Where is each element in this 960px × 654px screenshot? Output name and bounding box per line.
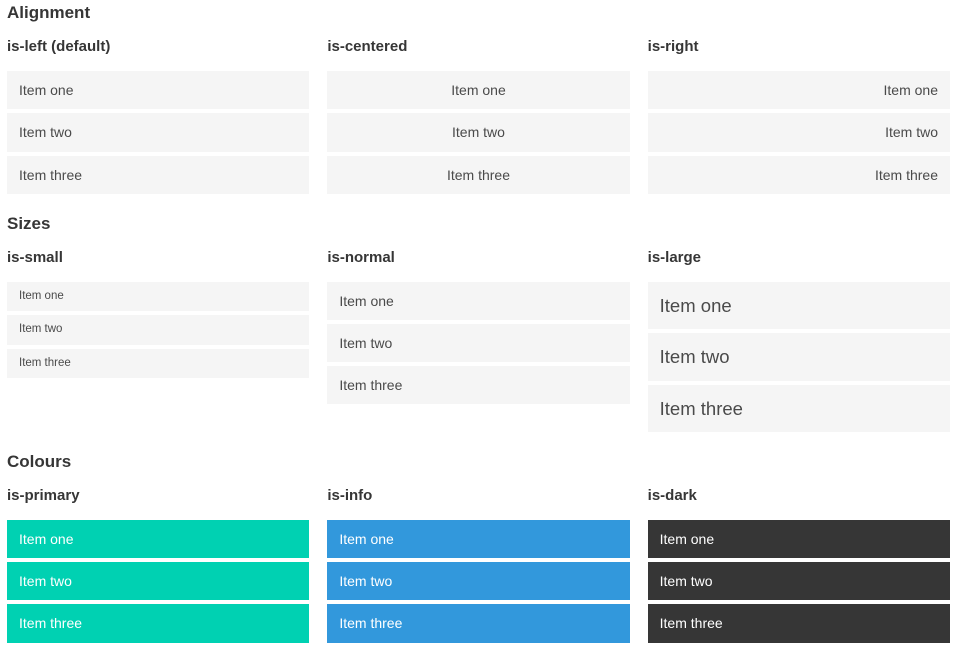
column-heading: is-centered xyxy=(327,38,408,56)
list-item: Item two xyxy=(647,333,950,381)
item-list: Item one Item two Item three xyxy=(647,282,950,432)
list-item: Item one xyxy=(647,71,950,110)
alignment-columns: is-left (default) Item one Item two Item… xyxy=(7,38,950,197)
item-list: Item one Item two Item three xyxy=(327,71,630,194)
column-heading: is-left (default) xyxy=(7,38,111,56)
section-colours: Colours is-primary Item one Item two Ite… xyxy=(7,452,950,647)
column-heading: is-large xyxy=(647,249,702,267)
list-item: Item one xyxy=(647,520,950,559)
column-is-right: is-right Item one Item two Item three xyxy=(647,38,950,197)
item-list: Item one Item two Item three xyxy=(7,520,310,643)
column-is-large: is-large Item one Item two Item three xyxy=(647,249,950,436)
section-sizes: Sizes is-small Item one Item two Item th… xyxy=(7,214,950,436)
list-item: Item three xyxy=(647,155,950,194)
item-list: Item one Item two Item three xyxy=(647,520,950,643)
list-item: Item one xyxy=(327,520,630,559)
list-item: Item one xyxy=(7,282,310,312)
column-heading: is-primary xyxy=(7,487,80,505)
item-list: Item one Item two Item three xyxy=(7,71,310,194)
colours-columns: is-primary Item one Item two Item three … xyxy=(7,487,950,646)
list-item: Item two xyxy=(327,113,630,152)
column-heading: is-dark xyxy=(647,487,697,505)
list-item: Item two xyxy=(7,113,310,152)
list-item: Item two xyxy=(327,324,630,363)
list-item: Item one xyxy=(7,520,310,559)
list-item: Item one xyxy=(647,282,950,330)
section-title: Colours xyxy=(7,451,72,471)
list-item: Item one xyxy=(7,71,310,110)
list-item: Item two xyxy=(7,315,310,345)
list-item: Item two xyxy=(647,562,950,601)
list-item: Item three xyxy=(327,366,630,405)
list-item: Item two xyxy=(647,113,950,152)
sizes-columns: is-small Item one Item two Item three is… xyxy=(7,249,950,436)
column-is-left: is-left (default) Item one Item two Item… xyxy=(7,38,310,197)
list-item: Item three xyxy=(7,604,310,643)
column-is-dark: is-dark Item one Item two Item three xyxy=(647,487,950,646)
list-item: Item two xyxy=(327,562,630,601)
list-item: Item three xyxy=(647,604,950,643)
item-list: Item one Item two Item three xyxy=(327,282,630,405)
list-item: Item three xyxy=(327,604,630,643)
list-item: Item two xyxy=(7,562,310,601)
column-is-small: is-small Item one Item two Item three xyxy=(7,249,310,382)
list-item: Item one xyxy=(327,71,630,110)
column-is-primary: is-primary Item one Item two Item three xyxy=(7,487,310,646)
list-item: Item three xyxy=(647,384,950,432)
list-item: Item three xyxy=(7,155,310,194)
list-item: Item three xyxy=(327,155,630,194)
list-item: Item one xyxy=(327,282,630,321)
item-list: Item one Item two Item three xyxy=(7,282,310,378)
list-item: Item three xyxy=(7,348,310,378)
column-is-normal: is-normal Item one Item two Item three xyxy=(327,249,630,408)
item-list: Item one Item two Item three xyxy=(647,71,950,194)
item-list: Item one Item two Item three xyxy=(327,520,630,643)
column-heading: is-right xyxy=(647,38,699,56)
section-alignment: Alignment is-left (default) Item one Ite… xyxy=(7,3,950,198)
column-heading: is-small xyxy=(7,249,63,267)
section-title: Alignment xyxy=(7,3,91,22)
column-heading: is-normal xyxy=(327,249,395,267)
section-title: Sizes xyxy=(7,213,51,233)
column-is-info: is-info Item one Item two Item three xyxy=(327,487,630,646)
column-is-centered: is-centered Item one Item two Item three xyxy=(327,38,630,197)
column-heading: is-info xyxy=(327,487,373,505)
